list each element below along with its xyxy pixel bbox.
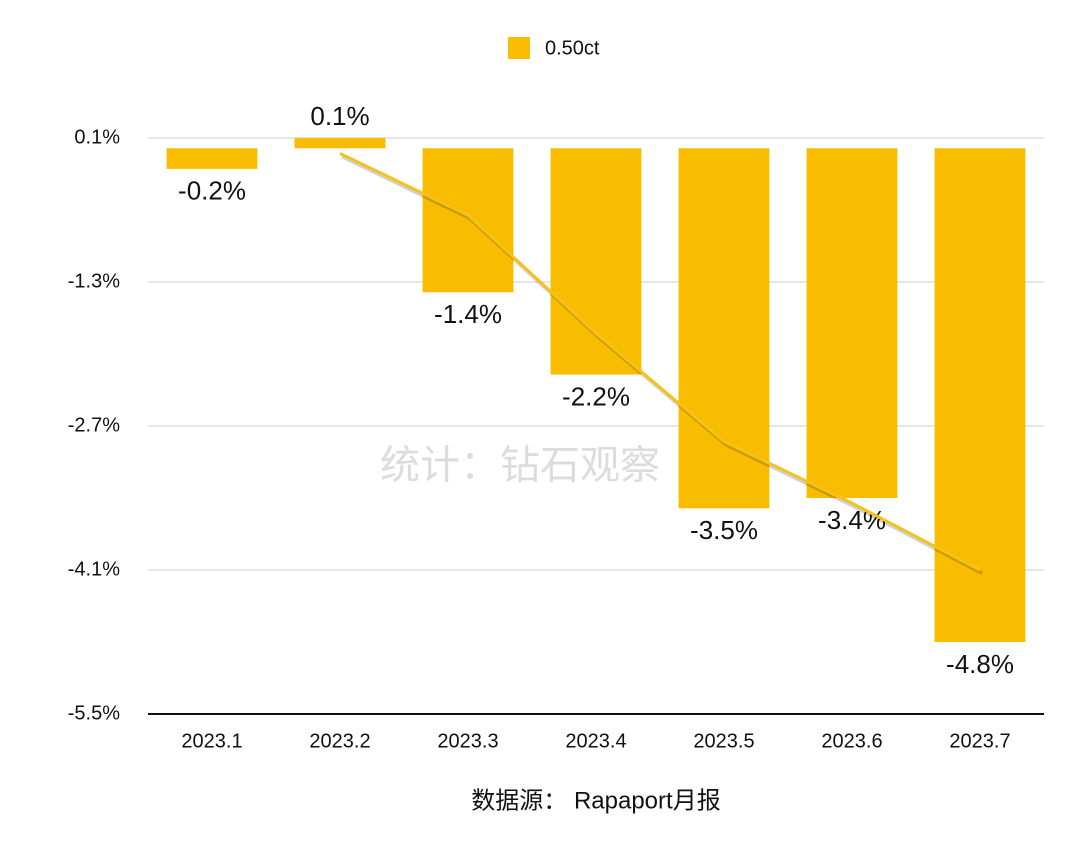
data-label: -4.8% — [946, 649, 1014, 679]
x-tick-label: 2023.5 — [693, 730, 754, 752]
data-label: -3.5% — [690, 515, 758, 545]
y-tick-label: -5.5% — [68, 702, 120, 724]
bar — [294, 138, 386, 149]
bar — [806, 148, 898, 499]
data-label: -1.4% — [434, 299, 502, 329]
bar — [166, 148, 258, 169]
watermark: 统计：钻石观察 — [380, 444, 660, 488]
x-tick-label: 2023.1 — [181, 730, 242, 752]
trendline — [339, 152, 981, 572]
source-note: 数据源： Rapaport月报 — [471, 787, 720, 814]
y-tick-label: -1.3% — [68, 270, 120, 292]
y-tick-label: -2.7% — [68, 414, 120, 436]
data-label: 0.1% — [310, 101, 369, 131]
x-tick-label: 2023.4 — [565, 730, 626, 752]
x-tick-label: 2023.6 — [821, 730, 882, 752]
x-tick-label: 2023.7 — [949, 730, 1010, 752]
x-tick-label: 2023.2 — [309, 730, 370, 752]
bar — [422, 148, 514, 293]
y-tick-label: -4.1% — [68, 558, 120, 580]
bar — [934, 148, 1026, 643]
y-tick-label: 0.1% — [74, 126, 120, 148]
bar — [550, 148, 642, 375]
legend-label: 0.50ct — [545, 37, 600, 59]
data-label: -3.4% — [818, 505, 886, 535]
legend-swatch — [508, 37, 530, 59]
data-label: -2.2% — [562, 381, 630, 411]
x-tick-label: 2023.3 — [437, 730, 498, 752]
data-label: -0.2% — [178, 176, 246, 206]
bar — [678, 148, 770, 509]
